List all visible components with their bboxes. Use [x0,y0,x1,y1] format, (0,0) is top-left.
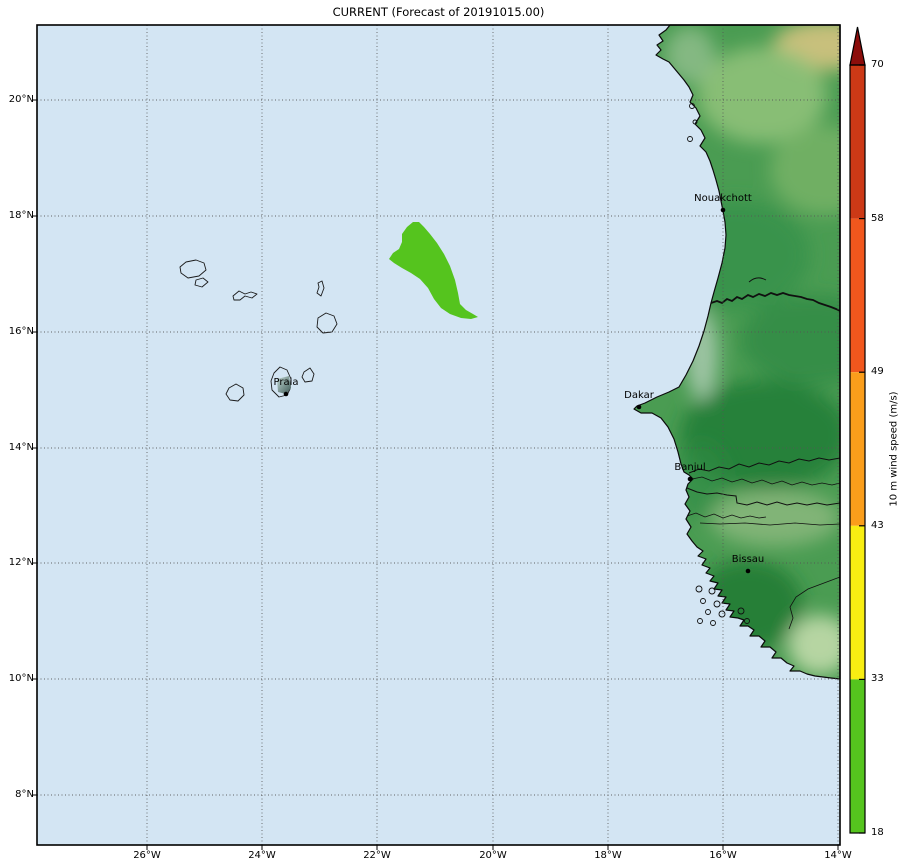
city-label-banjul: Banjul [674,462,706,473]
plot-frame [36,24,841,846]
wind-swath-polygon [389,222,478,319]
city-marker-banjul [687,476,693,482]
gambia-river [691,476,841,486]
colorbar-segment [850,218,865,373]
city-label-praia: Praia [273,377,299,388]
rivers-and-borders [686,277,841,630]
colorbar-segment [850,372,865,526]
gambia-north-border [688,457,841,474]
lat-tick-label: 12°N [8,557,34,568]
island-fogo [225,383,245,402]
chart-title: CURRENT (Forecast of 20191015.00) [332,5,545,19]
axis-ticks [32,99,839,850]
lat-tick-label: 20°N [8,94,34,105]
city-marker-bissau [745,568,751,574]
island-sal [316,280,325,297]
senegal-river [710,292,841,312]
lon-tick-label: 26°W [133,850,161,861]
island-santiago [270,366,292,398]
lat-tick-label: 14°N [8,442,34,453]
lat-tick-label: 16°N [8,326,34,337]
city-marker-dakar [636,404,642,410]
lat-tick-label: 8°N [15,789,34,800]
city-marker-nouakchott [720,207,726,213]
colorbar-over-arrow [849,26,866,66]
island-santiago-terrain [277,376,291,394]
casamance-river [686,512,767,519]
city-label-dakar: Dakar [624,390,654,401]
city-label-nouakchott: Nouakchott [694,193,752,204]
lon-tick-label: 16°W [709,850,737,861]
lon-tick-label: 24°W [248,850,276,861]
guineabissau-guinea-border [788,576,841,630]
island-santo-antao [179,259,207,279]
colorbar-tick-label: 18 [871,827,884,838]
colorbar-tick-label: 49 [871,366,884,378]
cape-verde-islands [179,259,338,402]
coastal-islets [687,103,750,626]
colorbar-tick-label: 33 [871,673,884,685]
colorbar-axis-label: 10 m wind speed (m/s) [888,391,900,507]
lon-tick-label: 20°W [479,850,507,861]
lat-tick-label: 10°N [8,673,34,684]
gridlines [37,25,840,845]
colorbar-segment [850,65,865,219]
colorbar-tick-label: 70 [871,59,884,70]
lon-tick-label: 22°W [363,850,391,861]
colorbar-segment [850,525,865,680]
river-branch [748,277,767,283]
colorbar-segment [850,679,865,833]
city-marker-praia [283,391,289,397]
city-markers [283,207,751,574]
colorbar-tick-label: 43 [871,519,884,531]
lat-tick-label: 18°N [8,210,34,221]
city-label-bissau: Bissau [731,554,765,565]
lon-tick-label: 14°W [824,850,852,861]
senegal-guineabissau-border [699,522,841,526]
gambia-south-border [686,487,841,506]
lon-tick-label: 18°W [594,850,622,861]
colorbar-outline [849,64,866,834]
colorbar-tick-label: 58 [871,212,884,224]
colorbar [849,26,866,834]
island-boa-vista [316,312,338,334]
island-sao-nicolau [232,290,258,301]
island-sao-vicente [194,277,209,288]
island-maio [301,367,315,383]
